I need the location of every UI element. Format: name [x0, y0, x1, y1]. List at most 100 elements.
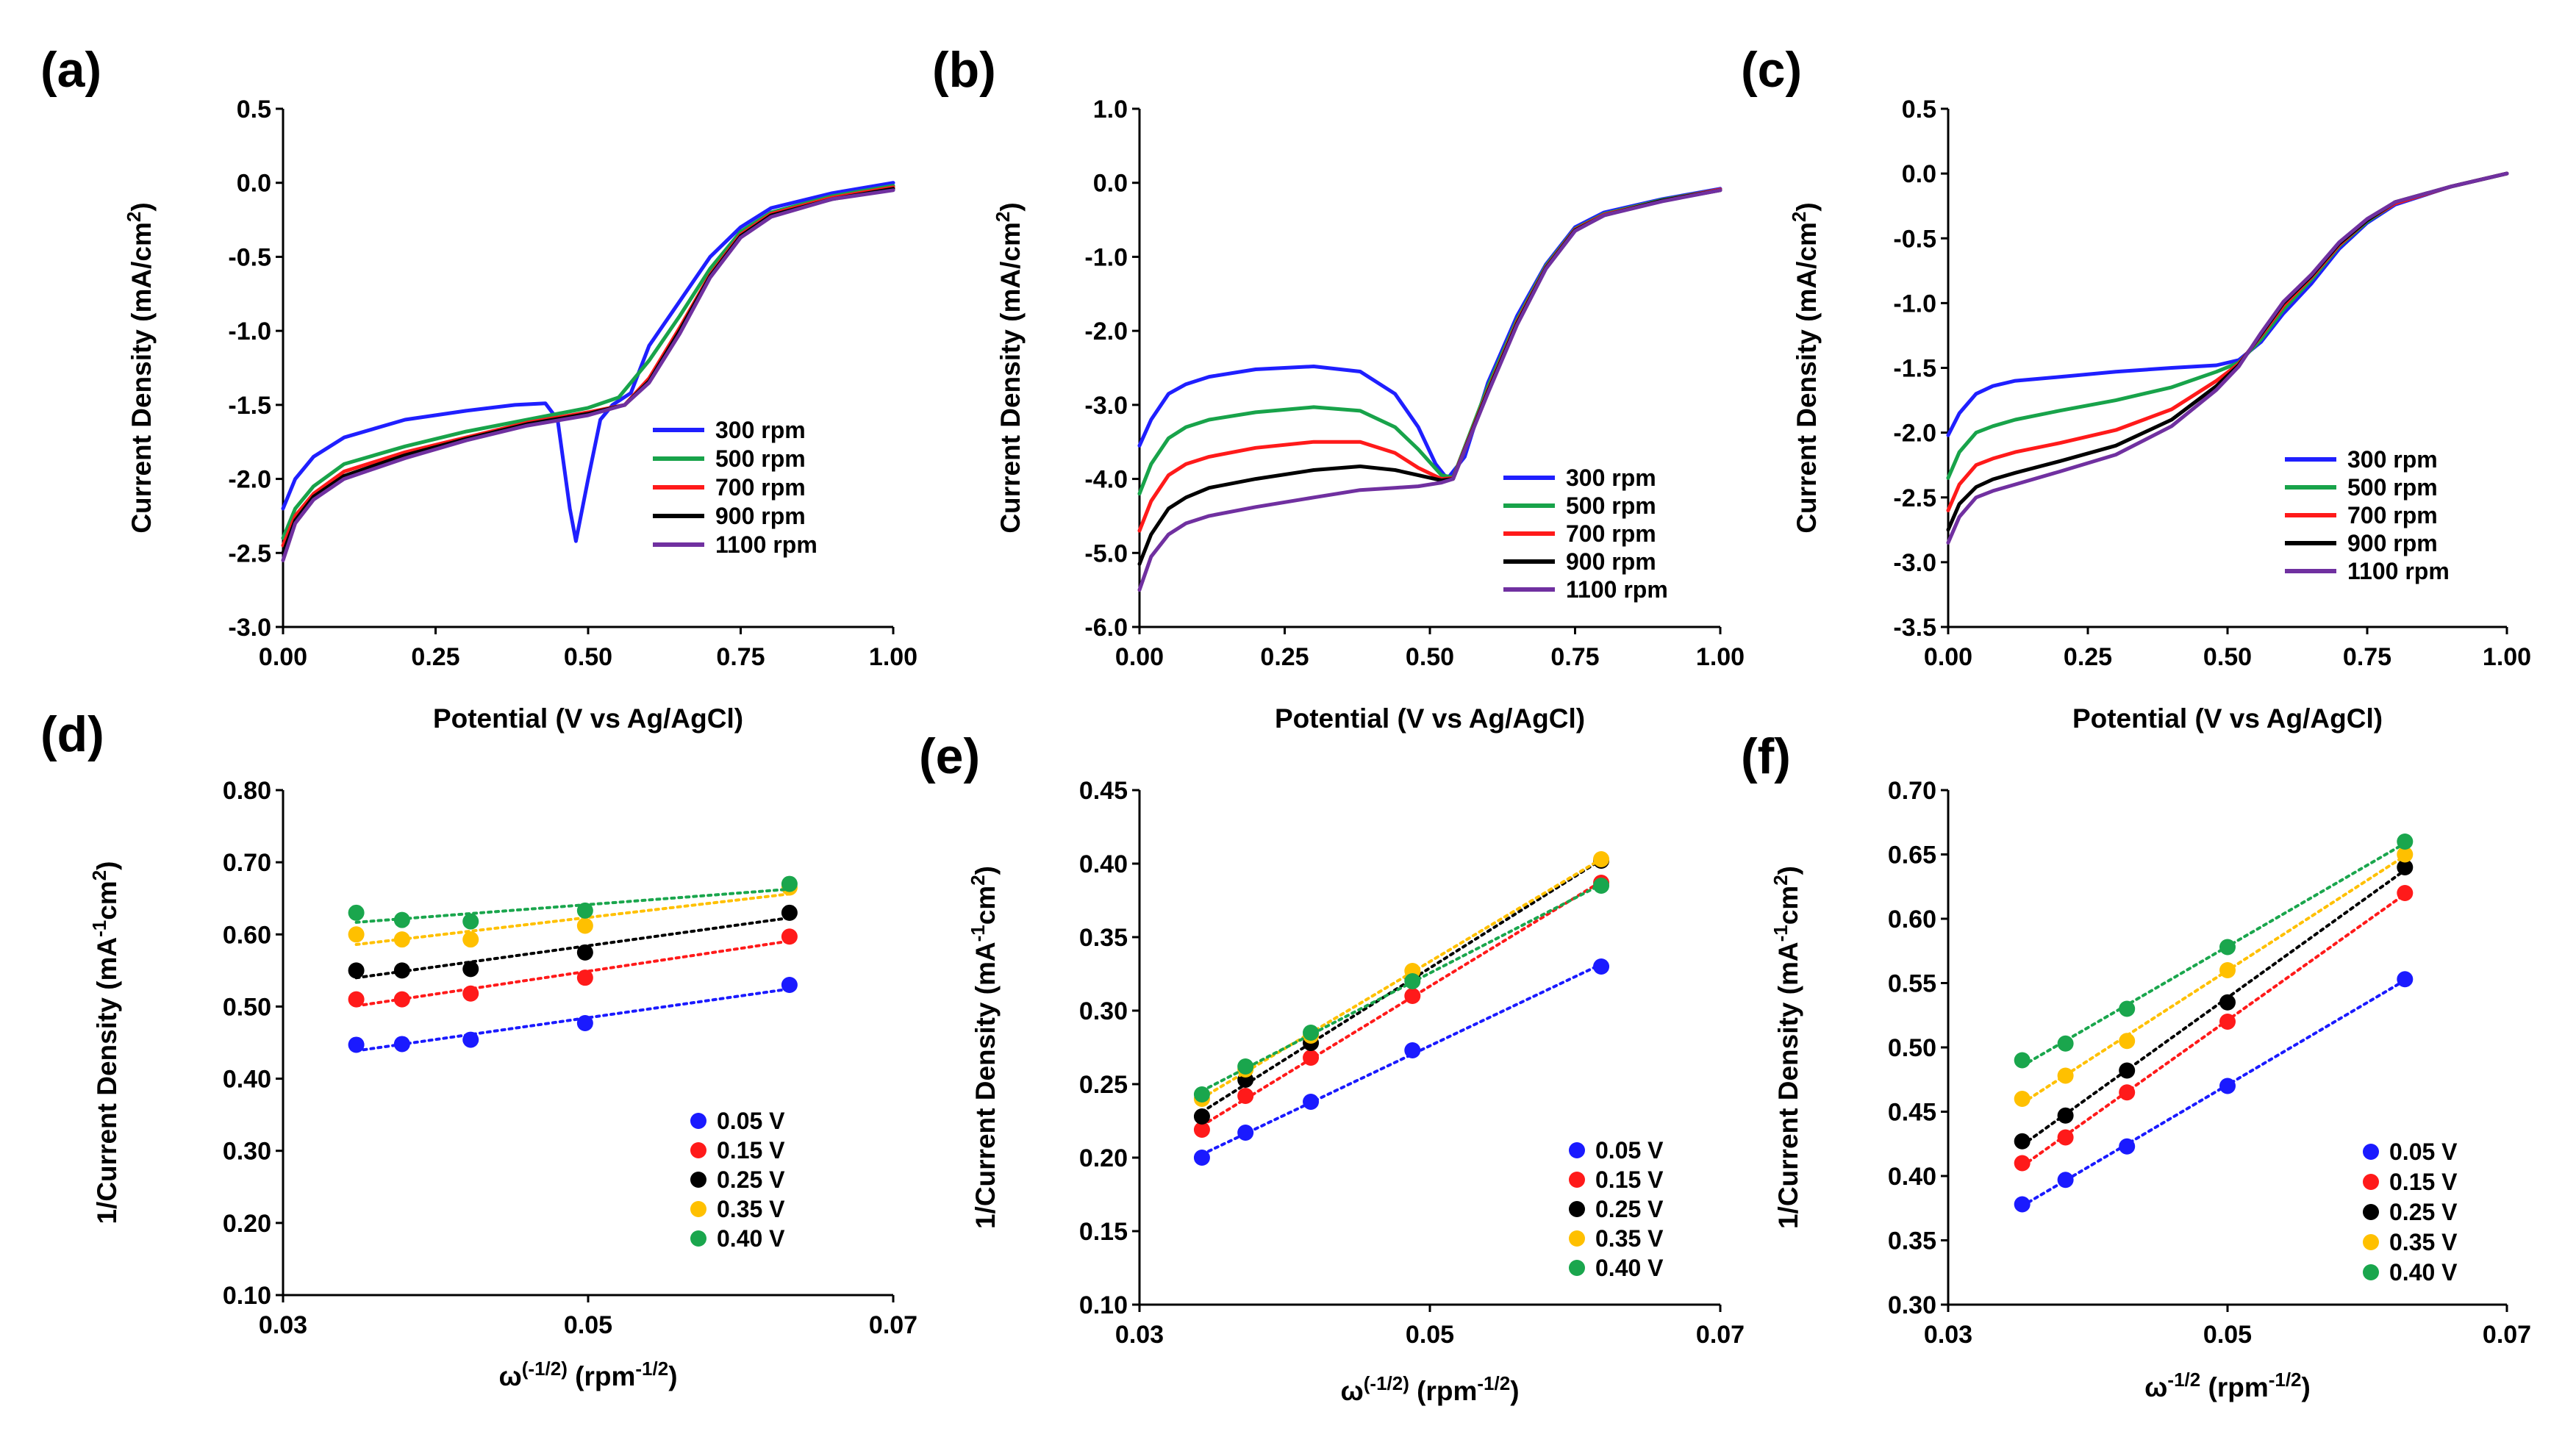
x-tick-label: 0.75 — [2343, 643, 2391, 671]
data-point — [1303, 1050, 1320, 1066]
y-tick-label: -0.5 — [1893, 225, 1936, 253]
data-point — [348, 991, 365, 1008]
x-tick-label: 0.05 — [564, 1311, 612, 1339]
data-point — [2057, 1035, 2074, 1052]
x-tick-label: 0.00 — [1924, 643, 1972, 671]
data-point — [1593, 851, 1610, 867]
y-axis-title: 1/Current Density (mA-1cm2) — [1770, 866, 1803, 1229]
data-point — [1193, 1108, 1210, 1125]
x-tick-label: 0.03 — [1115, 1321, 1164, 1349]
data-point — [781, 976, 798, 993]
data-point — [462, 931, 479, 948]
x-axis-title: ω(-1/2) (rpm-1/2) — [1340, 1372, 1519, 1406]
legend-label: 0.05 V — [717, 1108, 785, 1134]
y-tick-label: 0.5 — [237, 96, 271, 123]
panel-label: (b) — [932, 42, 996, 98]
data-point — [393, 962, 410, 979]
data-point — [576, 969, 593, 986]
data-point — [2014, 1196, 2031, 1213]
legend-label: 900 rpm — [1566, 548, 1656, 575]
data-point — [462, 913, 479, 930]
data-point — [2219, 939, 2236, 956]
y-tick-label: -2.5 — [228, 539, 271, 567]
data-point — [1193, 1086, 1210, 1103]
y-tick-label: 0.70 — [223, 849, 271, 877]
chart-panel-4: (d) 0.80 0.70 0.60 0.50 0.40 0.30 0.20 0.100.03 0… — [40, 706, 917, 1391]
legend-label: 700 rpm — [715, 474, 806, 501]
y-tick-label: -1.0 — [228, 318, 271, 345]
legend-label: 500 rpm — [715, 445, 806, 472]
data-point — [1404, 1042, 1421, 1058]
legend-label: 0.25 V — [2389, 1199, 2458, 1225]
legend-marker — [690, 1113, 706, 1129]
x-axis-title: Potential (V vs Ag/AgCl) — [2072, 703, 2383, 734]
data-point — [1193, 1122, 1210, 1138]
data-point — [2219, 994, 2236, 1011]
trendline-0.35-V — [354, 892, 791, 947]
data-point — [2397, 833, 2414, 850]
x-tick-label: 0.07 — [869, 1311, 917, 1339]
y-tick-label: -3.0 — [228, 614, 271, 642]
data-point — [1404, 973, 1421, 989]
y-tick-label: 0.40 — [1079, 850, 1128, 878]
data-point — [2397, 971, 2414, 988]
x-tick-label: 0.50 — [1406, 643, 1454, 671]
legend-label: 0.40 V — [717, 1225, 785, 1252]
trendline-0.40-V — [1200, 883, 1603, 1093]
x-tick-label: 1.00 — [2483, 643, 2531, 671]
y-tick-label: -5.0 — [1084, 539, 1128, 567]
x-tick-label: 0.75 — [716, 643, 765, 671]
y-tick-label: -2.0 — [1893, 420, 1936, 448]
y-tick-label: -2.5 — [1893, 484, 1936, 512]
legend-label: 0.25 V — [1595, 1196, 1664, 1222]
panel-label: (e) — [919, 728, 980, 784]
legend-label: 1100 rpm — [1566, 576, 1668, 603]
x-tick-label: 0.25 — [2064, 643, 2112, 671]
series-line-1100-rpm — [281, 188, 895, 562]
legend-marker — [690, 1201, 706, 1217]
trendline-0.15-V — [1200, 880, 1603, 1128]
legend-label: 500 rpm — [2347, 474, 2438, 501]
legend-label: 700 rpm — [2347, 502, 2438, 528]
x-tick-label: 0.50 — [2203, 643, 2252, 671]
trendline-0.35-V — [1200, 857, 1603, 1100]
data-point — [1593, 958, 1610, 975]
legend-label: 500 rpm — [1566, 492, 1656, 519]
data-point — [576, 917, 593, 934]
panel-label: (a) — [40, 42, 101, 98]
y-tick-label: -4.0 — [1084, 466, 1128, 494]
data-point — [393, 931, 410, 948]
trendline-0.15-V — [2020, 892, 2407, 1168]
y-tick-label: -2.0 — [1084, 318, 1128, 345]
x-tick-label: 0.25 — [1260, 643, 1309, 671]
y-tick-label: 0.25 — [1079, 1071, 1128, 1099]
y-axis-title: Current Density (mA/cm2) — [1788, 202, 1822, 533]
data-point — [781, 904, 798, 921]
legend-label: 0.15 V — [2389, 1169, 2458, 1195]
data-point — [1237, 1125, 1254, 1141]
y-axis-title: Current Density (mA/cm2) — [123, 202, 157, 533]
x-tick-label: 1.00 — [1696, 643, 1745, 671]
x-tick-label: 0.05 — [2203, 1321, 2252, 1349]
data-point — [462, 1031, 479, 1048]
legend-label: 0.25 V — [717, 1166, 785, 1193]
y-tick-label: -3.0 — [1084, 392, 1128, 420]
legend-label: 1100 rpm — [2347, 558, 2450, 584]
data-point — [348, 904, 365, 921]
legend-label: 1100 rpm — [715, 531, 817, 558]
y-tick-label: 0.45 — [1079, 777, 1128, 805]
legend-marker — [1569, 1172, 1585, 1188]
data-point — [348, 926, 365, 943]
trendline-0.35-V — [2020, 854, 2407, 1105]
data-point — [1593, 878, 1610, 894]
y-tick-label: 0.55 — [1888, 970, 1936, 998]
legend-label: 700 rpm — [1566, 520, 1656, 547]
trendline-0.25-V — [1200, 858, 1603, 1114]
x-tick-label: 1.00 — [869, 643, 917, 671]
legend-marker — [690, 1172, 706, 1188]
legend-marker — [2363, 1264, 2379, 1280]
data-point — [462, 961, 479, 978]
legend-label: 0.15 V — [1595, 1166, 1664, 1193]
data-point — [2119, 1062, 2136, 1079]
